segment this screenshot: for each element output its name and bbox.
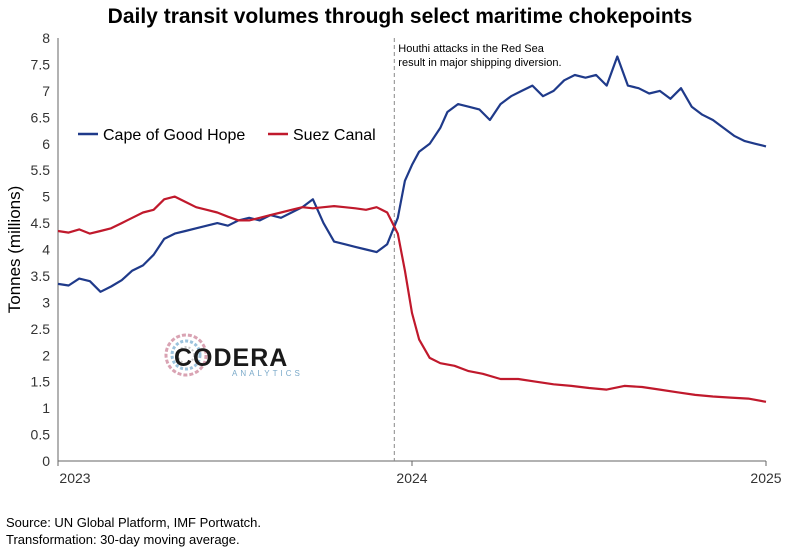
source-note: Source: UN Global Platform, IMF Portwatc… bbox=[6, 514, 261, 548]
y-tick-label: 1 bbox=[42, 400, 50, 416]
y-tick-label: 5 bbox=[42, 189, 50, 205]
y-axis-ticks: 0 0.5 1 1.5 2 2.5 3 3.5 4 4.5 5 5.5 6 6.5 7 7.5 8 bbox=[31, 30, 51, 469]
y-tick-label: 6 bbox=[42, 136, 50, 152]
chart-title: Daily transit volumes through select mar… bbox=[107, 5, 693, 28]
y-tick-label: 2 bbox=[42, 347, 50, 363]
y-tick-label: 6.5 bbox=[31, 109, 51, 125]
y-tick-label: 1.5 bbox=[31, 374, 51, 390]
legend-label-suez-canal: Suez Canal bbox=[293, 127, 376, 144]
x-axis-ticks: 2023 2024 2025 bbox=[57, 461, 782, 486]
y-tick-label: 3.5 bbox=[31, 268, 51, 284]
y-tick-label: 4.5 bbox=[31, 215, 51, 231]
y-tick-label: 7 bbox=[42, 83, 50, 99]
y-tick-label: 0.5 bbox=[31, 427, 51, 443]
y-tick-label: 4 bbox=[42, 242, 50, 258]
annotation-text-line1: Houthi attacks in the Red Sea bbox=[398, 43, 544, 55]
logo-subtitle: ANALYTICS bbox=[232, 369, 303, 378]
y-tick-label: 3 bbox=[42, 294, 50, 310]
annotation-text-line2: result in major shipping diversion. bbox=[398, 57, 561, 69]
legend-label-cape-of-good-hope: Cape of Good Hope bbox=[103, 127, 245, 144]
x-tick-label: 2025 bbox=[750, 470, 781, 486]
y-tick-label: 2.5 bbox=[31, 321, 51, 337]
logo-emblem-icon bbox=[164, 333, 208, 377]
logo-name: CODERA bbox=[174, 344, 288, 372]
y-tick-label: 5.5 bbox=[31, 162, 51, 178]
legend: Cape of Good Hope Suez Canal bbox=[78, 127, 376, 144]
series-line-suez-canal bbox=[57, 195, 767, 403]
x-tick-label: 2023 bbox=[59, 470, 90, 486]
y-tick-label: 0 bbox=[42, 453, 50, 469]
y-axis-label: Tonnes (millions) bbox=[5, 186, 24, 314]
source-line: Source: UN Global Platform, IMF Portwatc… bbox=[6, 515, 262, 530]
y-tick-label: 7.5 bbox=[31, 56, 51, 72]
series-line-cape-of-good-hope bbox=[57, 55, 767, 293]
codera-logo: CODERA ANALYTICS bbox=[164, 333, 303, 378]
transformation-line: Transformation: 30-day moving average. bbox=[6, 532, 240, 547]
x-tick-label: 2024 bbox=[396, 470, 427, 486]
y-tick-label: 8 bbox=[42, 30, 50, 46]
